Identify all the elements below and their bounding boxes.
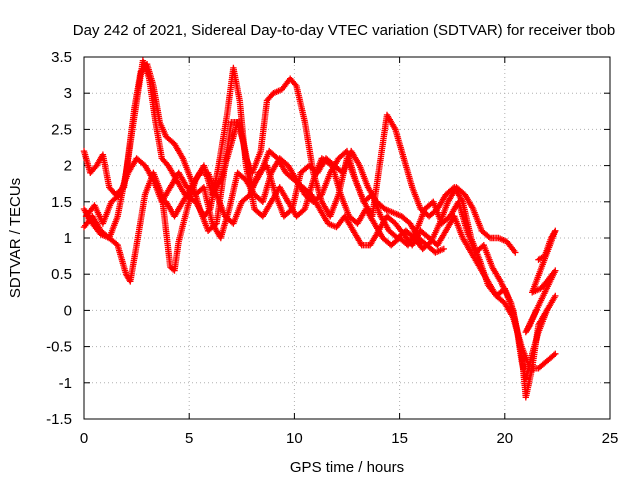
x-tick-label: 0 — [80, 430, 88, 447]
series-markers — [82, 147, 519, 256]
y-tick-label: 3.5 — [51, 49, 72, 66]
series-track-4 — [82, 147, 519, 256]
y-tick-label: 0 — [64, 302, 72, 319]
x-tick-label: 5 — [185, 430, 193, 447]
y-tick-label: 1.5 — [51, 194, 72, 211]
series-markers — [162, 147, 447, 256]
data-points — [80, 57, 559, 401]
y-tick-label: -1.5 — [46, 411, 72, 428]
x-tick-label: 20 — [496, 430, 513, 447]
y-tick-label: -0.5 — [46, 339, 72, 356]
y-tick-label: 2.5 — [51, 121, 72, 138]
y-tick-label: 2 — [64, 158, 72, 175]
x-tick-label: 25 — [602, 430, 619, 447]
y-axis-label: SDTVAR / TECUs — [7, 178, 24, 298]
chart-title: Day 242 of 2021, Sidereal Day-to-day VTE… — [73, 22, 615, 39]
axis-ticks: 0 5 10 15 20 25 -1.5 -1 -0.5 0 0.5 1 1.5 2 2.5 3 3.5 — [46, 49, 618, 447]
series-track-6 — [522, 227, 559, 336]
series-track-1 — [80, 57, 559, 383]
y-tick-label: -1 — [59, 375, 72, 392]
x-axis-label: GPS time / hours — [290, 459, 404, 476]
series-markers — [522, 227, 559, 336]
series-track-5 — [162, 147, 447, 256]
y-tick-label: 0.5 — [51, 266, 72, 283]
y-tick-label: 3 — [64, 85, 72, 102]
x-tick-label: 10 — [286, 430, 303, 447]
x-tick-label: 15 — [391, 430, 408, 447]
y-tick-label: 1 — [64, 230, 72, 247]
series-markers — [80, 57, 559, 383]
